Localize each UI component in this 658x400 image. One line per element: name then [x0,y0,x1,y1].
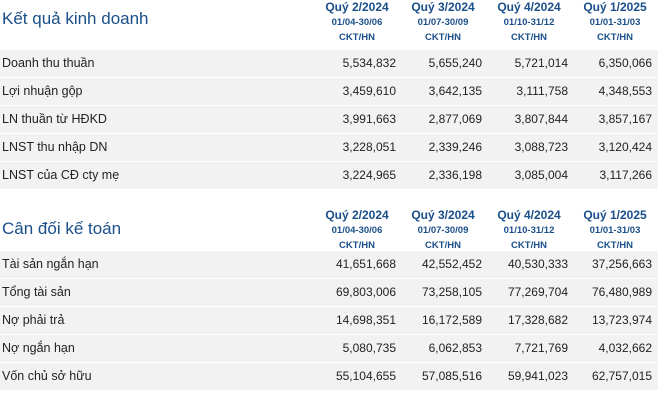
table-row: LNST của CĐ cty mẹ 3,224,965 2,336,198 3… [0,161,658,189]
column-code: CKT/HN [597,32,633,43]
column-header-q2-2024[interactable]: Quý 2/2024 01/04-30/06 CKT/HN [314,208,400,253]
balance-sheet-header: Cân đối kế toán Quý 2/2024 01/04-30/06 C… [0,201,658,253]
table-cell: 3,085,004 [514,168,568,182]
column-code: CKT/HN [425,32,461,43]
business-results-title[interactable]: Kết quả kinh doanh [2,9,149,28]
column-code: CKT/HN [339,240,375,251]
table-row: Doanh thu thuần 5,534,832 5,655,240 5,72… [0,49,658,77]
table-cell: 3,642,135 [428,84,482,98]
column-code: CKT/HN [511,240,547,251]
column-quarter: Quý 2/2024 [325,0,389,14]
table-row: Tổng tài sản 69,803,006 73,258,105 77,26… [0,278,658,306]
table-cell: 3,857,167 [598,112,652,126]
column-range: 01/10-31/12 [503,17,555,28]
column-code: CKT/HN [425,240,461,251]
column-header-q4-2024[interactable]: Quý 4/2024 01/10-31/12 CKT/HN [486,0,572,45]
table-row: Lợi nhuận gộp 3,459,610 3,642,135 3,111,… [0,77,658,105]
table-cell: 76,480,989 [591,285,652,299]
table-cell: 59,941,023 [507,369,568,383]
table-cell: 69,803,006 [335,285,396,299]
column-quarter: Quý 2/2024 [325,208,389,222]
table-cell: 3,228,051 [342,140,396,154]
column-code: CKT/HN [597,240,633,251]
table-cell: 3,224,965 [342,168,396,182]
table-cell: 3,117,266 [599,168,653,182]
table-cell: 3,120,424 [598,140,652,154]
row-label[interactable]: LNST thu nhập DN [2,140,108,154]
column-header-q3-2024[interactable]: Quý 3/2024 01/07-30/09 CKT/HN [400,0,486,45]
table-cell: 5,655,240 [428,56,482,70]
row-label[interactable]: Tài sản ngắn hạn [2,257,99,271]
table-cell: 3,807,844 [514,112,568,126]
row-label[interactable]: Lợi nhuận gộp [2,84,83,98]
column-range: 01/07-30/09 [417,225,469,236]
row-label[interactable]: LN thuần từ HĐKD [2,112,107,126]
table-row: Tài sản ngắn hạn 41,651,668 42,552,452 4… [0,250,658,278]
table-cell: 3,088,723 [514,140,568,154]
table-row: Nợ ngắn hạn 5,080,735 6,062,853 7,721,76… [0,334,658,362]
table-row: LNST thu nhập DN 3,228,051 2,339,246 3,0… [0,133,658,161]
row-label[interactable]: LNST của CĐ cty mẹ [2,168,120,182]
table-cell: 37,256,663 [591,257,652,271]
column-range: 01/07-30/09 [417,17,469,28]
table-cell: 17,328,682 [507,313,568,327]
table-cell: 13,723,974 [591,313,652,327]
column-range: 01/01-31/03 [589,225,641,236]
row-label[interactable]: Nợ phải trả [2,313,65,327]
table-cell: 55,104,655 [335,369,396,383]
table-cell: 14,698,351 [335,313,396,327]
table-cell: 5,080,735 [342,341,396,355]
table-cell: 2,877,069 [428,112,482,126]
table-cell: 42,552,452 [421,257,482,271]
table-cell: 4,348,553 [598,84,652,98]
table-cell: 41,651,668 [335,257,396,271]
business-results-header: Kết quả kinh doanh Quý 2/2024 01/04-30/0… [0,0,658,49]
column-quarter: Quý 3/2024 [411,0,475,14]
column-quarter: Quý 3/2024 [411,208,475,222]
table-cell: 57,085,516 [421,369,482,383]
column-range: 01/10-31/12 [503,225,555,236]
column-code: CKT/HN [511,32,547,43]
table-cell: 5,721,014 [514,56,568,70]
table-cell: 3,991,663 [342,112,396,126]
table-cell: 73,258,105 [421,285,482,299]
column-code: CKT/HN [339,32,375,43]
table-cell: 62,757,015 [591,369,652,383]
table-cell: 2,339,246 [428,140,482,154]
balance-sheet-title[interactable]: Cân đối kế toán [2,219,122,238]
column-range: 01/04-30/06 [331,225,383,236]
table-cell: 3,111,758 [516,84,568,98]
balance-sheet-section: Cân đối kế toán Quý 2/2024 01/04-30/06 C… [0,201,658,390]
business-results-section: Kết quả kinh doanh Quý 2/2024 01/04-30/0… [0,0,658,189]
table-cell: 16,172,589 [421,313,482,327]
table-cell: 7,721,769 [514,341,568,355]
table-row: LN thuần từ HĐKD 3,991,663 2,877,069 3,8… [0,105,658,133]
column-quarter: Quý 1/2025 [583,208,647,222]
column-header-q1-2025[interactable]: Quý 1/2025 01/01-31/03 CKT/HN [572,0,658,45]
table-cell: 77,269,704 [507,285,568,299]
table-cell: 3,459,610 [342,84,396,98]
column-header-q4-2024[interactable]: Quý 4/2024 01/10-31/12 CKT/HN [486,208,572,253]
table-cell: 5,534,832 [342,56,396,70]
table-cell: 4,032,662 [598,341,652,355]
row-label[interactable]: Tổng tài sản [2,285,71,299]
column-quarter: Quý 1/2025 [583,0,647,14]
table-cell: 40,530,333 [507,257,568,271]
column-range: 01/01-31/03 [589,17,641,28]
table-cell: 6,350,066 [598,56,652,70]
table-cell: 2,336,198 [428,168,482,182]
table-row: Nợ phải trả 14,698,351 16,172,589 17,328… [0,306,658,334]
column-header-q2-2024[interactable]: Quý 2/2024 01/04-30/06 CKT/HN [314,0,400,45]
table-row: Vốn chủ sở hữu 55,104,655 57,085,516 59,… [0,362,658,390]
column-quarter: Quý 4/2024 [497,208,561,222]
column-range: 01/04-30/06 [331,17,383,28]
row-label[interactable]: Vốn chủ sở hữu [2,369,92,383]
table-cell: 6,062,853 [428,341,482,355]
column-quarter: Quý 4/2024 [497,0,561,14]
column-header-q3-2024[interactable]: Quý 3/2024 01/07-30/09 CKT/HN [400,208,486,253]
column-header-q1-2025[interactable]: Quý 1/2025 01/01-31/03 CKT/HN [572,208,658,253]
row-label[interactable]: Nợ ngắn hạn [2,341,75,355]
row-label[interactable]: Doanh thu thuần [2,56,95,70]
